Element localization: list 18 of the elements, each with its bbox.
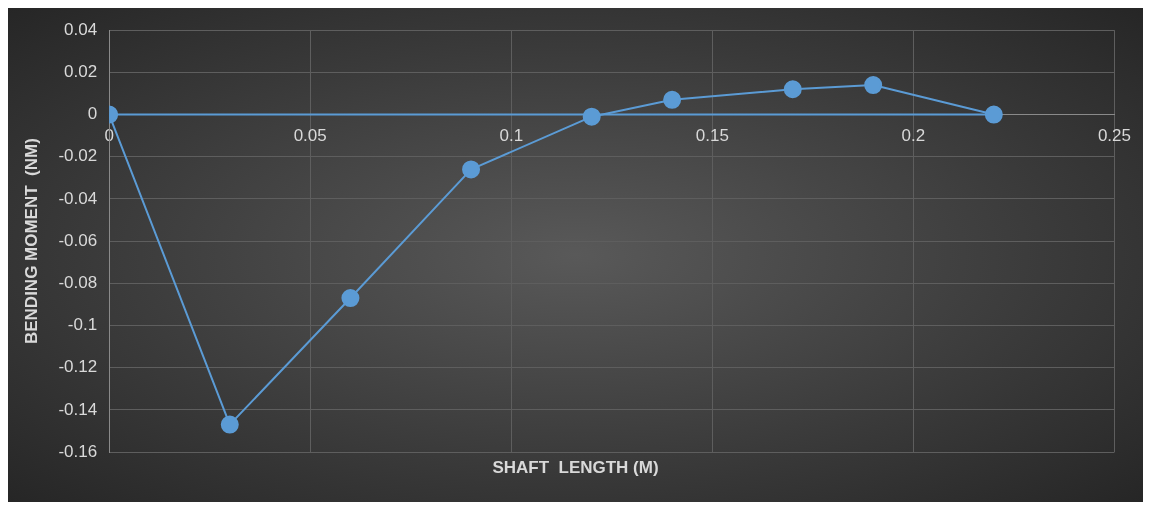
y-tick-label: -0.1 bbox=[67, 315, 98, 335]
y-tick-label: 0.04 bbox=[64, 19, 98, 39]
y-tick-label: -0.14 bbox=[58, 399, 98, 419]
x-tick-label: 0.05 bbox=[293, 126, 327, 146]
y-axis-title: BENDING MOMENT (NM) bbox=[21, 138, 41, 345]
x-tick-label: 0.1 bbox=[499, 126, 524, 146]
y-tick-label: -0.02 bbox=[58, 146, 98, 166]
y-tick-label: 0.02 bbox=[64, 62, 98, 82]
y-tick-label: -0.08 bbox=[58, 272, 98, 292]
y-tick-label: -0.06 bbox=[58, 230, 98, 250]
y-tick-label: -0.12 bbox=[58, 357, 98, 377]
x-axis-title: SHAFT LENGTH (M) bbox=[492, 458, 659, 477]
x-tick-label: 0.25 bbox=[1097, 126, 1131, 146]
y-tick-label: -0.16 bbox=[58, 441, 98, 461]
y-tick-label: 0 bbox=[87, 104, 98, 124]
x-tick-label: 0.15 bbox=[695, 126, 729, 146]
x-tick-label: 0.2 bbox=[901, 126, 926, 146]
y-tick-label: -0.04 bbox=[58, 188, 98, 208]
